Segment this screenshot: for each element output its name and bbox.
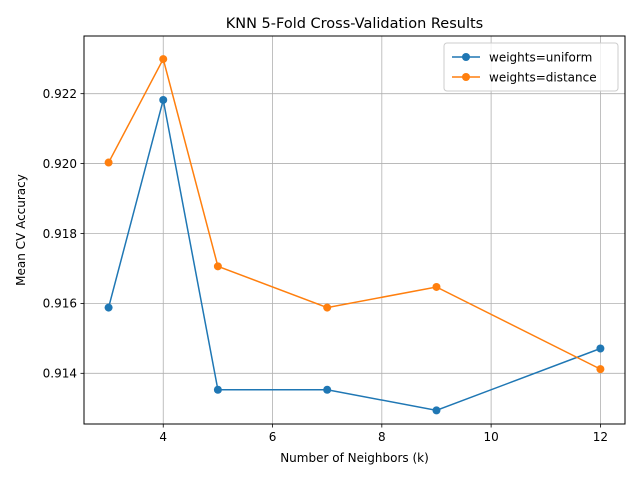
legend-item: weights=uniform: [452, 50, 592, 64]
data-point: [596, 344, 605, 353]
data-point: [159, 55, 168, 64]
chart-title: KNN 5-Fold Cross-Validation Results: [226, 16, 484, 32]
legend-item: weights=distance: [452, 70, 597, 84]
legend: weights=uniform weights=distance: [443, 42, 619, 92]
data-point: [596, 365, 605, 374]
plot-frame: [83, 35, 626, 425]
y-tick-label: 0.918: [43, 227, 77, 241]
ticks: 4 6 8 10 12 0.914 0.916 0.918 0.920 0.922: [43, 87, 608, 444]
series-line: [107, 99, 601, 412]
legend-box: [443, 42, 619, 92]
x-tick-label: 4: [159, 430, 167, 444]
y-axis-label: Mean CV Accuracy: [14, 174, 28, 286]
x-tick-label: 10: [483, 430, 498, 444]
x-axis-label: Number of Neighbors (k): [280, 451, 429, 465]
data-point: [104, 158, 113, 167]
series-2: [104, 55, 605, 374]
data-point: [213, 385, 222, 394]
legend-label: weights=distance: [489, 70, 597, 84]
x-tick-label: 6: [269, 430, 277, 444]
data-point: [213, 262, 222, 271]
y-tick-label: 0.922: [43, 87, 77, 101]
y-tick-label: 0.920: [43, 157, 77, 171]
y-tick-label: 0.914: [43, 367, 77, 381]
grid: [84, 36, 625, 424]
x-tick-label: 8: [378, 430, 386, 444]
data-point: [323, 385, 332, 394]
x-tick-label: 12: [593, 430, 608, 444]
data-point: [432, 282, 441, 291]
data-point: [323, 303, 332, 312]
series-line: [107, 57, 601, 370]
data-point: [432, 406, 441, 415]
data-point: [104, 303, 113, 312]
series-layer: [104, 55, 605, 415]
legend-marker: [462, 53, 470, 61]
data-point: [159, 95, 168, 104]
legend-marker: [462, 73, 470, 81]
legend-label: weights=uniform: [489, 50, 592, 64]
series-1: [104, 95, 605, 415]
y-tick-label: 0.916: [43, 297, 77, 311]
